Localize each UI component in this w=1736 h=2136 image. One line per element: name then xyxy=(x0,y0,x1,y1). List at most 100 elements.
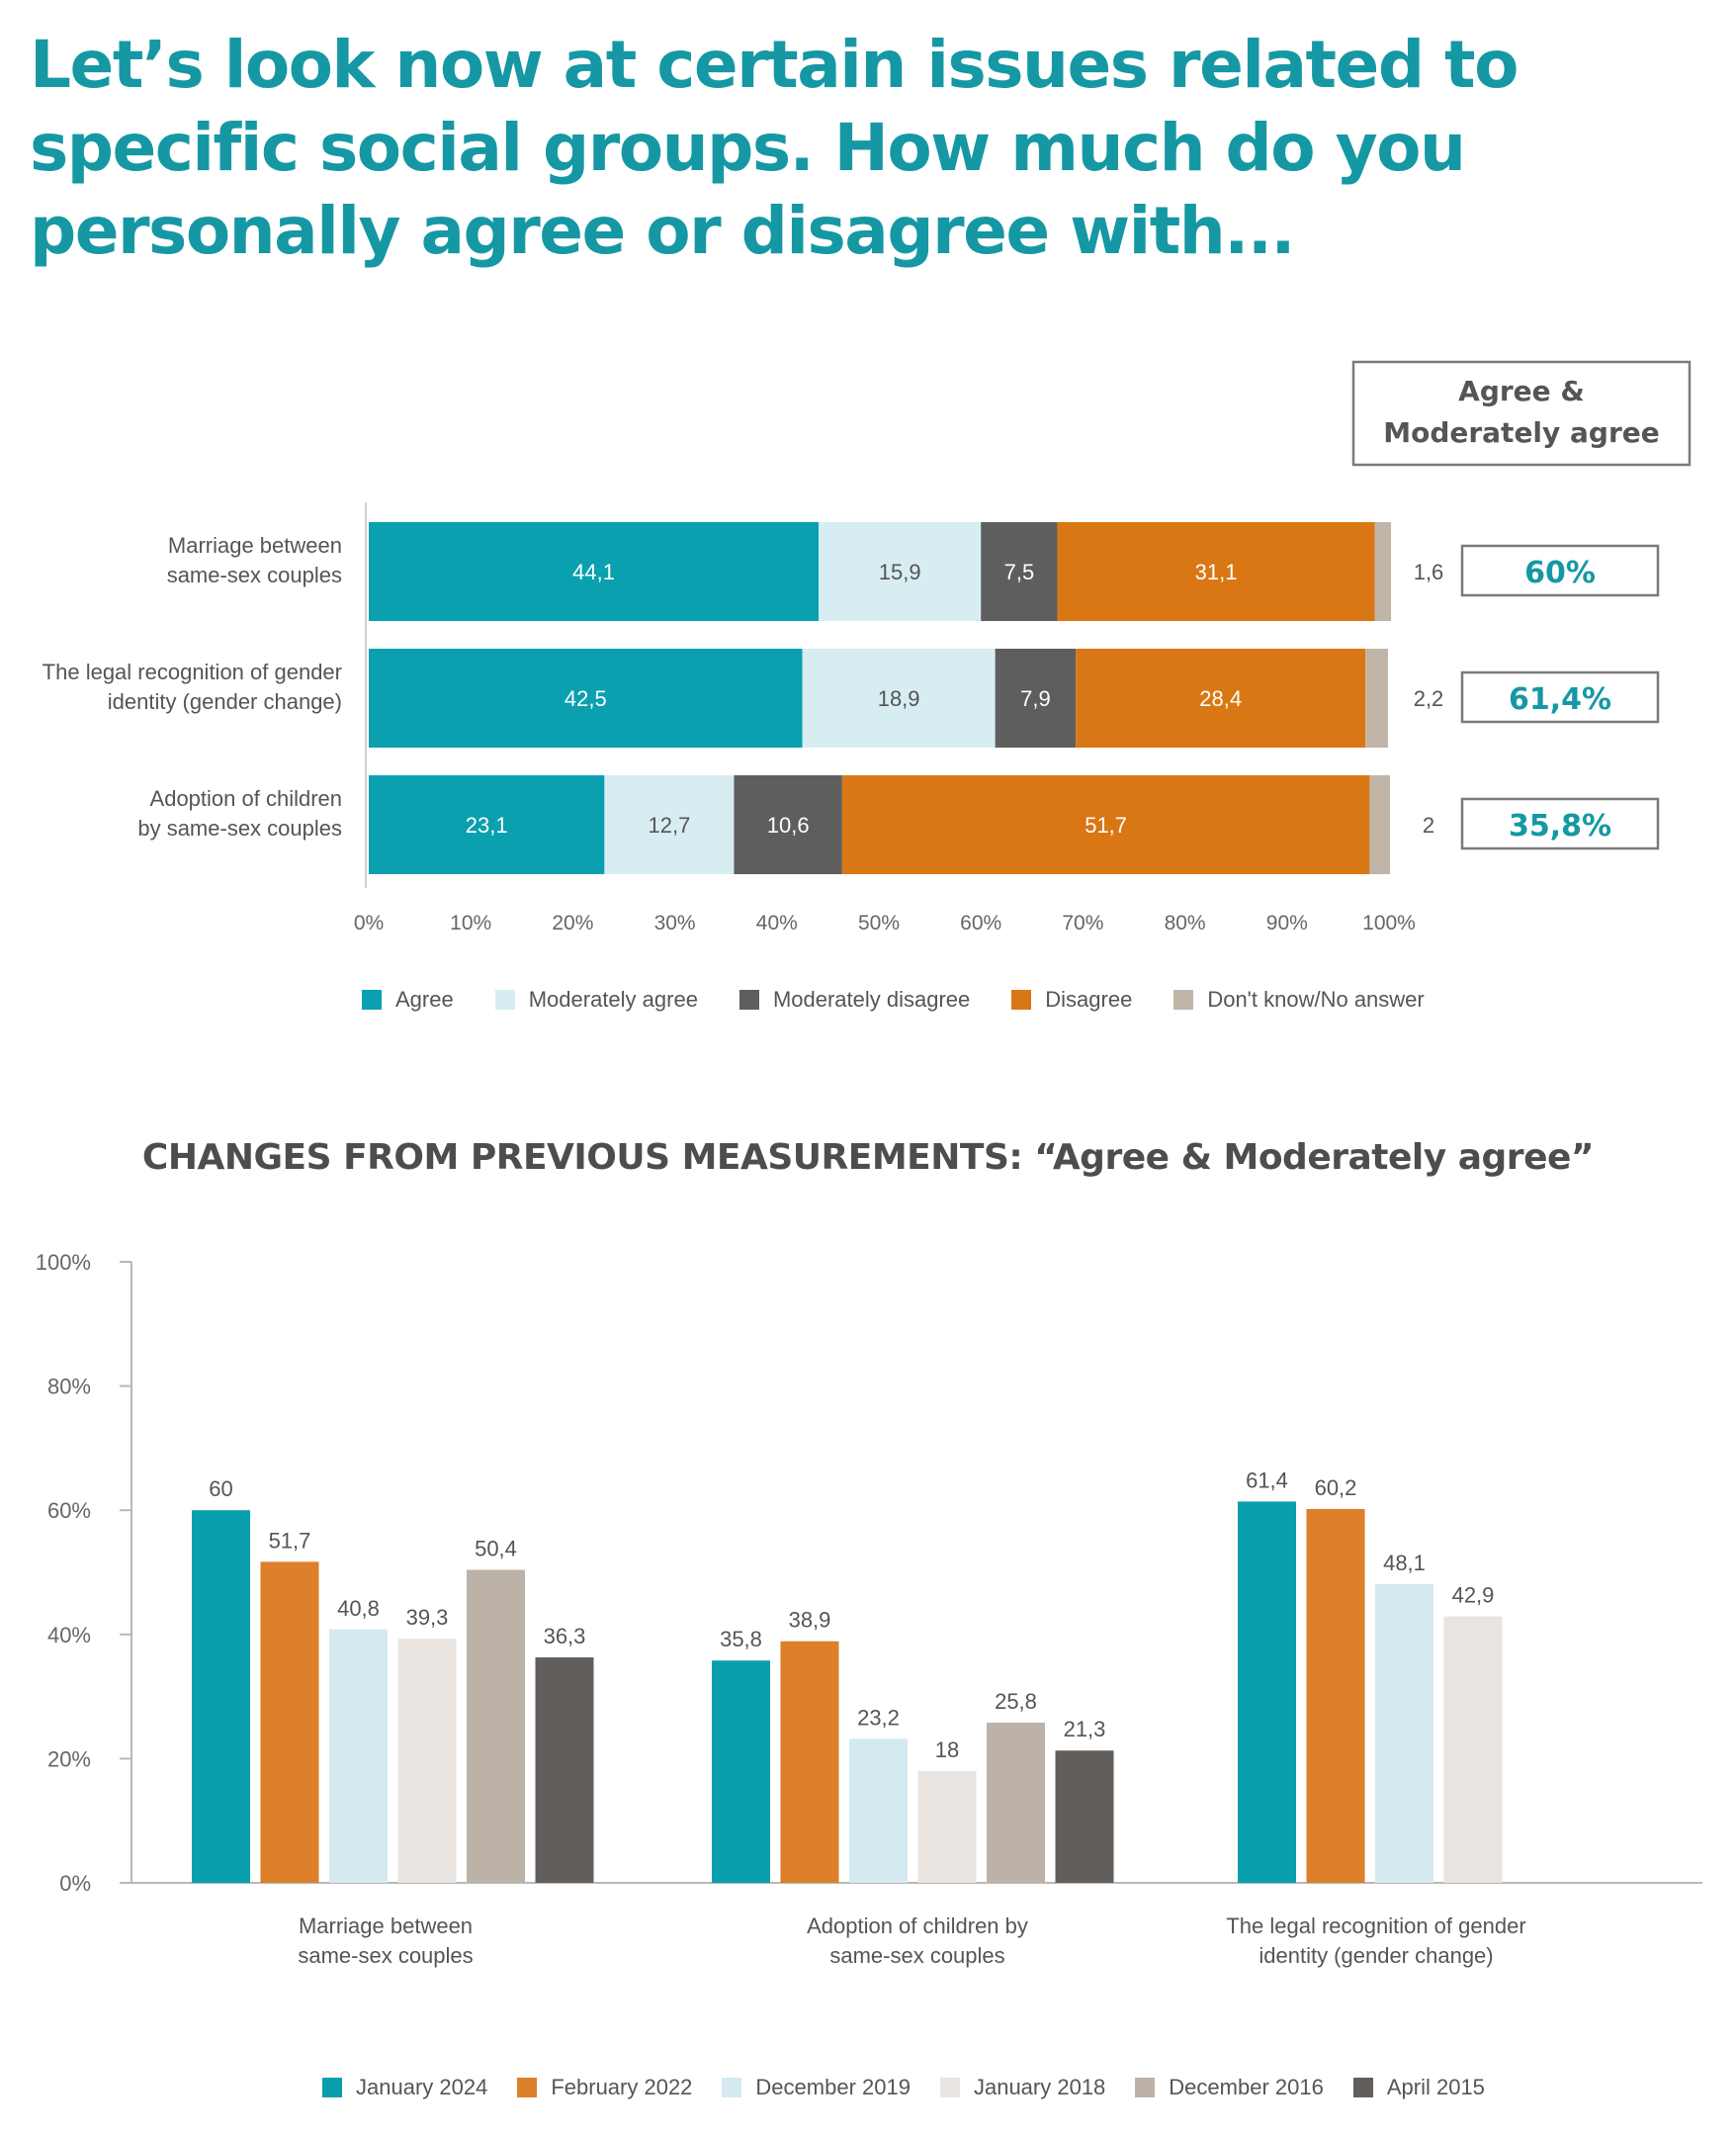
legend-label: February 2022 xyxy=(551,2075,693,2099)
data-label-disagree-1: 28,4 xyxy=(1199,686,1242,711)
bar-disagree-2 xyxy=(841,775,1370,874)
x-tick-label-8: 80% xyxy=(1165,912,1206,934)
legend-item-don-t-know-no-answer: Don't know/No answer xyxy=(1173,987,1425,1013)
x-tick-label-0: 0% xyxy=(354,912,384,934)
legend-label: January 2018 xyxy=(973,2075,1106,2099)
legend-swatch xyxy=(322,2078,342,2097)
category-label-0-line-1: same-sex couples xyxy=(298,1943,473,1968)
x-tick-label-1: 10% xyxy=(450,912,491,934)
stacked-chart-legend: Agree Moderately agree Moderately disagree… xyxy=(362,987,1466,1013)
data-label-january-2018-0: 39,3 xyxy=(406,1605,449,1630)
summary-value-2: 35,8% xyxy=(1509,809,1611,844)
data-label-agree-2: 23,1 xyxy=(466,813,508,838)
summary-value-0: 60% xyxy=(1524,556,1596,590)
bar-disagree-1 xyxy=(1076,649,1366,748)
data-label-december-2016-1: 25,8 xyxy=(995,1689,1037,1714)
data-label-january-2024-1: 35,8 xyxy=(720,1627,762,1651)
data-label-dont-know-0: 1,6 xyxy=(1414,560,1444,584)
category-label-1-line-1: same-sex couples xyxy=(829,1943,1004,1968)
data-label-moderately-disagree-1: 7,9 xyxy=(1020,686,1051,711)
data-label-agree-0: 44,1 xyxy=(572,560,615,584)
bar-january-2024-2 xyxy=(1238,1501,1296,1883)
bar-don-t-know-no-answer-0 xyxy=(1374,522,1392,621)
category-label-2-line-0: Adoption of children xyxy=(150,786,342,811)
data-label-moderately-disagree-2: 10,6 xyxy=(767,813,810,838)
bar-december-2019-1 xyxy=(849,1738,908,1883)
legend-swatch xyxy=(722,2078,742,2097)
summary-value-1: 61,4% xyxy=(1509,682,1611,717)
legend-label: Agree xyxy=(395,987,454,1012)
bar-january-2018-2 xyxy=(1443,1616,1503,1883)
bar-don-t-know-no-answer-2 xyxy=(1369,775,1391,874)
data-label-january-2018-1: 18 xyxy=(935,1737,959,1762)
legend-label: Moderately disagree xyxy=(772,987,971,1012)
page-title: Let’s look now at certain issues related… xyxy=(30,27,1519,269)
legend-item-moderately-disagree: Moderately disagree xyxy=(738,987,971,1013)
stacked-bar-chart: 44,1 15,9 7,5 31,1 1,6 Marriage between same-s… xyxy=(43,360,1692,934)
data-label-february-2022-0: 51,7 xyxy=(269,1528,311,1553)
legend-label: April 2015 xyxy=(1386,2075,1485,2099)
bar-february-2022-0 xyxy=(260,1561,319,1883)
bar-moderately-disagree-2 xyxy=(734,775,842,874)
data-label-moderately-agree-0: 15,9 xyxy=(879,560,921,584)
data-label-disagree-2: 51,7 xyxy=(1085,813,1127,838)
bar-january-2018-1 xyxy=(917,1770,977,1883)
data-label-moderately-disagree-0: 7,5 xyxy=(1004,560,1035,584)
legend-swatch xyxy=(738,990,759,1010)
bar-december-2016-1 xyxy=(987,1722,1045,1883)
category-label-1-line-1: identity (gender change) xyxy=(108,689,342,714)
legend-item-january-2018: January 2018 xyxy=(939,2075,1106,2100)
summary-header-line-0: Agree & xyxy=(1458,375,1585,407)
y-tick-label-0: 0% xyxy=(59,1871,91,1896)
x-tick-label-4: 40% xyxy=(756,912,798,934)
data-label-agree-1: 42,5 xyxy=(564,686,607,711)
bar-agree-1 xyxy=(369,649,803,748)
bar-moderately-agree-2 xyxy=(604,775,735,874)
y-tick-label-4: 80% xyxy=(47,1375,91,1399)
y-tick-label-5: 100% xyxy=(36,1250,91,1275)
legend-swatch xyxy=(1173,990,1194,1010)
legend-item-december-2019: December 2019 xyxy=(722,2075,911,2100)
data-label-disagree-0: 31,1 xyxy=(1195,560,1238,584)
data-label-january-2024-2: 61,4 xyxy=(1246,1468,1288,1492)
x-tick-label-2: 20% xyxy=(552,912,593,934)
legend-label: Moderately agree xyxy=(528,987,698,1012)
data-label-dont-know-2: 2 xyxy=(1423,813,1434,838)
x-tick-label-7: 70% xyxy=(1062,912,1103,934)
bar-december-2019-0 xyxy=(329,1629,388,1883)
data-label-dont-know-1: 2,2 xyxy=(1414,686,1444,711)
category-label-1-line-0: The legal recognition of gender xyxy=(43,660,342,684)
bar-moderately-agree-0 xyxy=(819,522,982,621)
legend-label: December 2019 xyxy=(755,2075,911,2099)
category-label-2-line-0: The legal recognition of gender xyxy=(1226,1914,1525,1938)
bar-april-2015-1 xyxy=(1055,1750,1114,1883)
legend-label: Don't know/No answer xyxy=(1207,987,1425,1012)
summary-header-line-1: Moderately agree xyxy=(1383,416,1660,449)
legend-item-moderately-agree: Moderately agree xyxy=(494,987,698,1013)
legend-item-february-2022: February 2022 xyxy=(517,2075,692,2100)
bar-december-2016-0 xyxy=(467,1569,525,1883)
legend-label: December 2016 xyxy=(1169,2075,1324,2099)
data-label-december-2016-0: 50,4 xyxy=(475,1536,517,1560)
bar-january-2024-1 xyxy=(712,1660,770,1883)
category-label-1-line-0: Adoption of children by xyxy=(807,1914,1028,1938)
bar-february-2022-2 xyxy=(1306,1508,1365,1883)
legend-swatch xyxy=(517,2078,538,2097)
legend-item-agree: Agree xyxy=(362,987,454,1013)
bar-january-2024-0 xyxy=(192,1510,250,1883)
legend-swatch xyxy=(1352,2078,1373,2097)
changes-subtitle: CHANGES FROM PREVIOUS MEASUREMENTS: “Agr… xyxy=(141,1137,1595,1178)
y-tick-label-2: 40% xyxy=(47,1623,91,1647)
y-tick-label-1: 20% xyxy=(47,1746,91,1771)
legend-item-disagree: Disagree xyxy=(1011,987,1132,1013)
legend-item-april-2015: April 2015 xyxy=(1352,2075,1485,2100)
summary-box-0 xyxy=(1460,544,1660,597)
bar-agree-2 xyxy=(369,775,605,874)
data-label-february-2022-1: 38,9 xyxy=(789,1608,831,1633)
legend-swatch xyxy=(494,990,515,1010)
category-label-0-line-0: Marriage between xyxy=(299,1914,473,1938)
bar-moderately-agree-1 xyxy=(802,649,996,748)
data-label-moderately-agree-1: 18,9 xyxy=(878,686,920,711)
category-label-2-line-1: identity (gender change) xyxy=(1259,1943,1493,1968)
